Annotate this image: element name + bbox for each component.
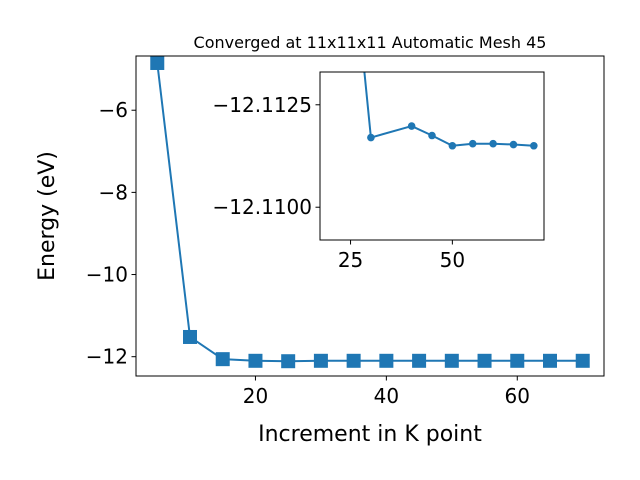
main-data-point [215,352,230,367]
main-data-point [346,353,361,368]
main-y-tick-label: −6 [99,98,128,122]
inset-plot-area [320,72,544,240]
x-axis-label: Increment in K point [258,422,482,447]
main-x-tick-label: 20 [243,384,268,408]
inset-y-tick-label: −12.1125 [213,93,312,117]
inset-data-point [407,122,416,130]
inset-data-point [530,141,538,150]
main-y-tick-label: −12 [86,345,128,369]
main-data-point [281,354,296,369]
main-data-point [313,353,328,368]
inset-data-point [509,140,518,149]
inset-data-point [367,133,375,142]
main-data-point [248,353,263,368]
inset-y-tick-label: −12.1100 [213,195,312,219]
chart-title: Converged at 11x11x11 Automatic Mesh 45 [194,33,547,52]
main-x-tick-label: 60 [505,384,530,408]
inset-axes-frame [319,71,545,241]
main-data-point [379,353,394,368]
main-data-point [575,353,590,368]
inset-x-tick-label: 25 [338,248,363,272]
main-data-point [183,329,197,344]
main-x-tick-label: 40 [374,384,399,408]
main-y-tick-label: −8 [99,180,128,204]
main-data-point [150,56,165,70]
inset-data-point [468,139,477,148]
main-data-point [543,353,557,368]
main-y-tick-label: −10 [86,263,128,287]
inset-data-point [448,141,457,150]
inset-data-point [428,131,436,140]
inset-data-point [489,139,497,148]
inset-data-point [355,11,363,19]
main-data-point [477,353,492,368]
y-axis-label: Energy (eV) [35,151,60,281]
inset-x-tick-label: 50 [440,248,465,272]
main-data-point [412,353,427,368]
main-axes-frame [135,55,605,377]
main-data-point [444,353,459,368]
main-data-point [510,353,525,368]
